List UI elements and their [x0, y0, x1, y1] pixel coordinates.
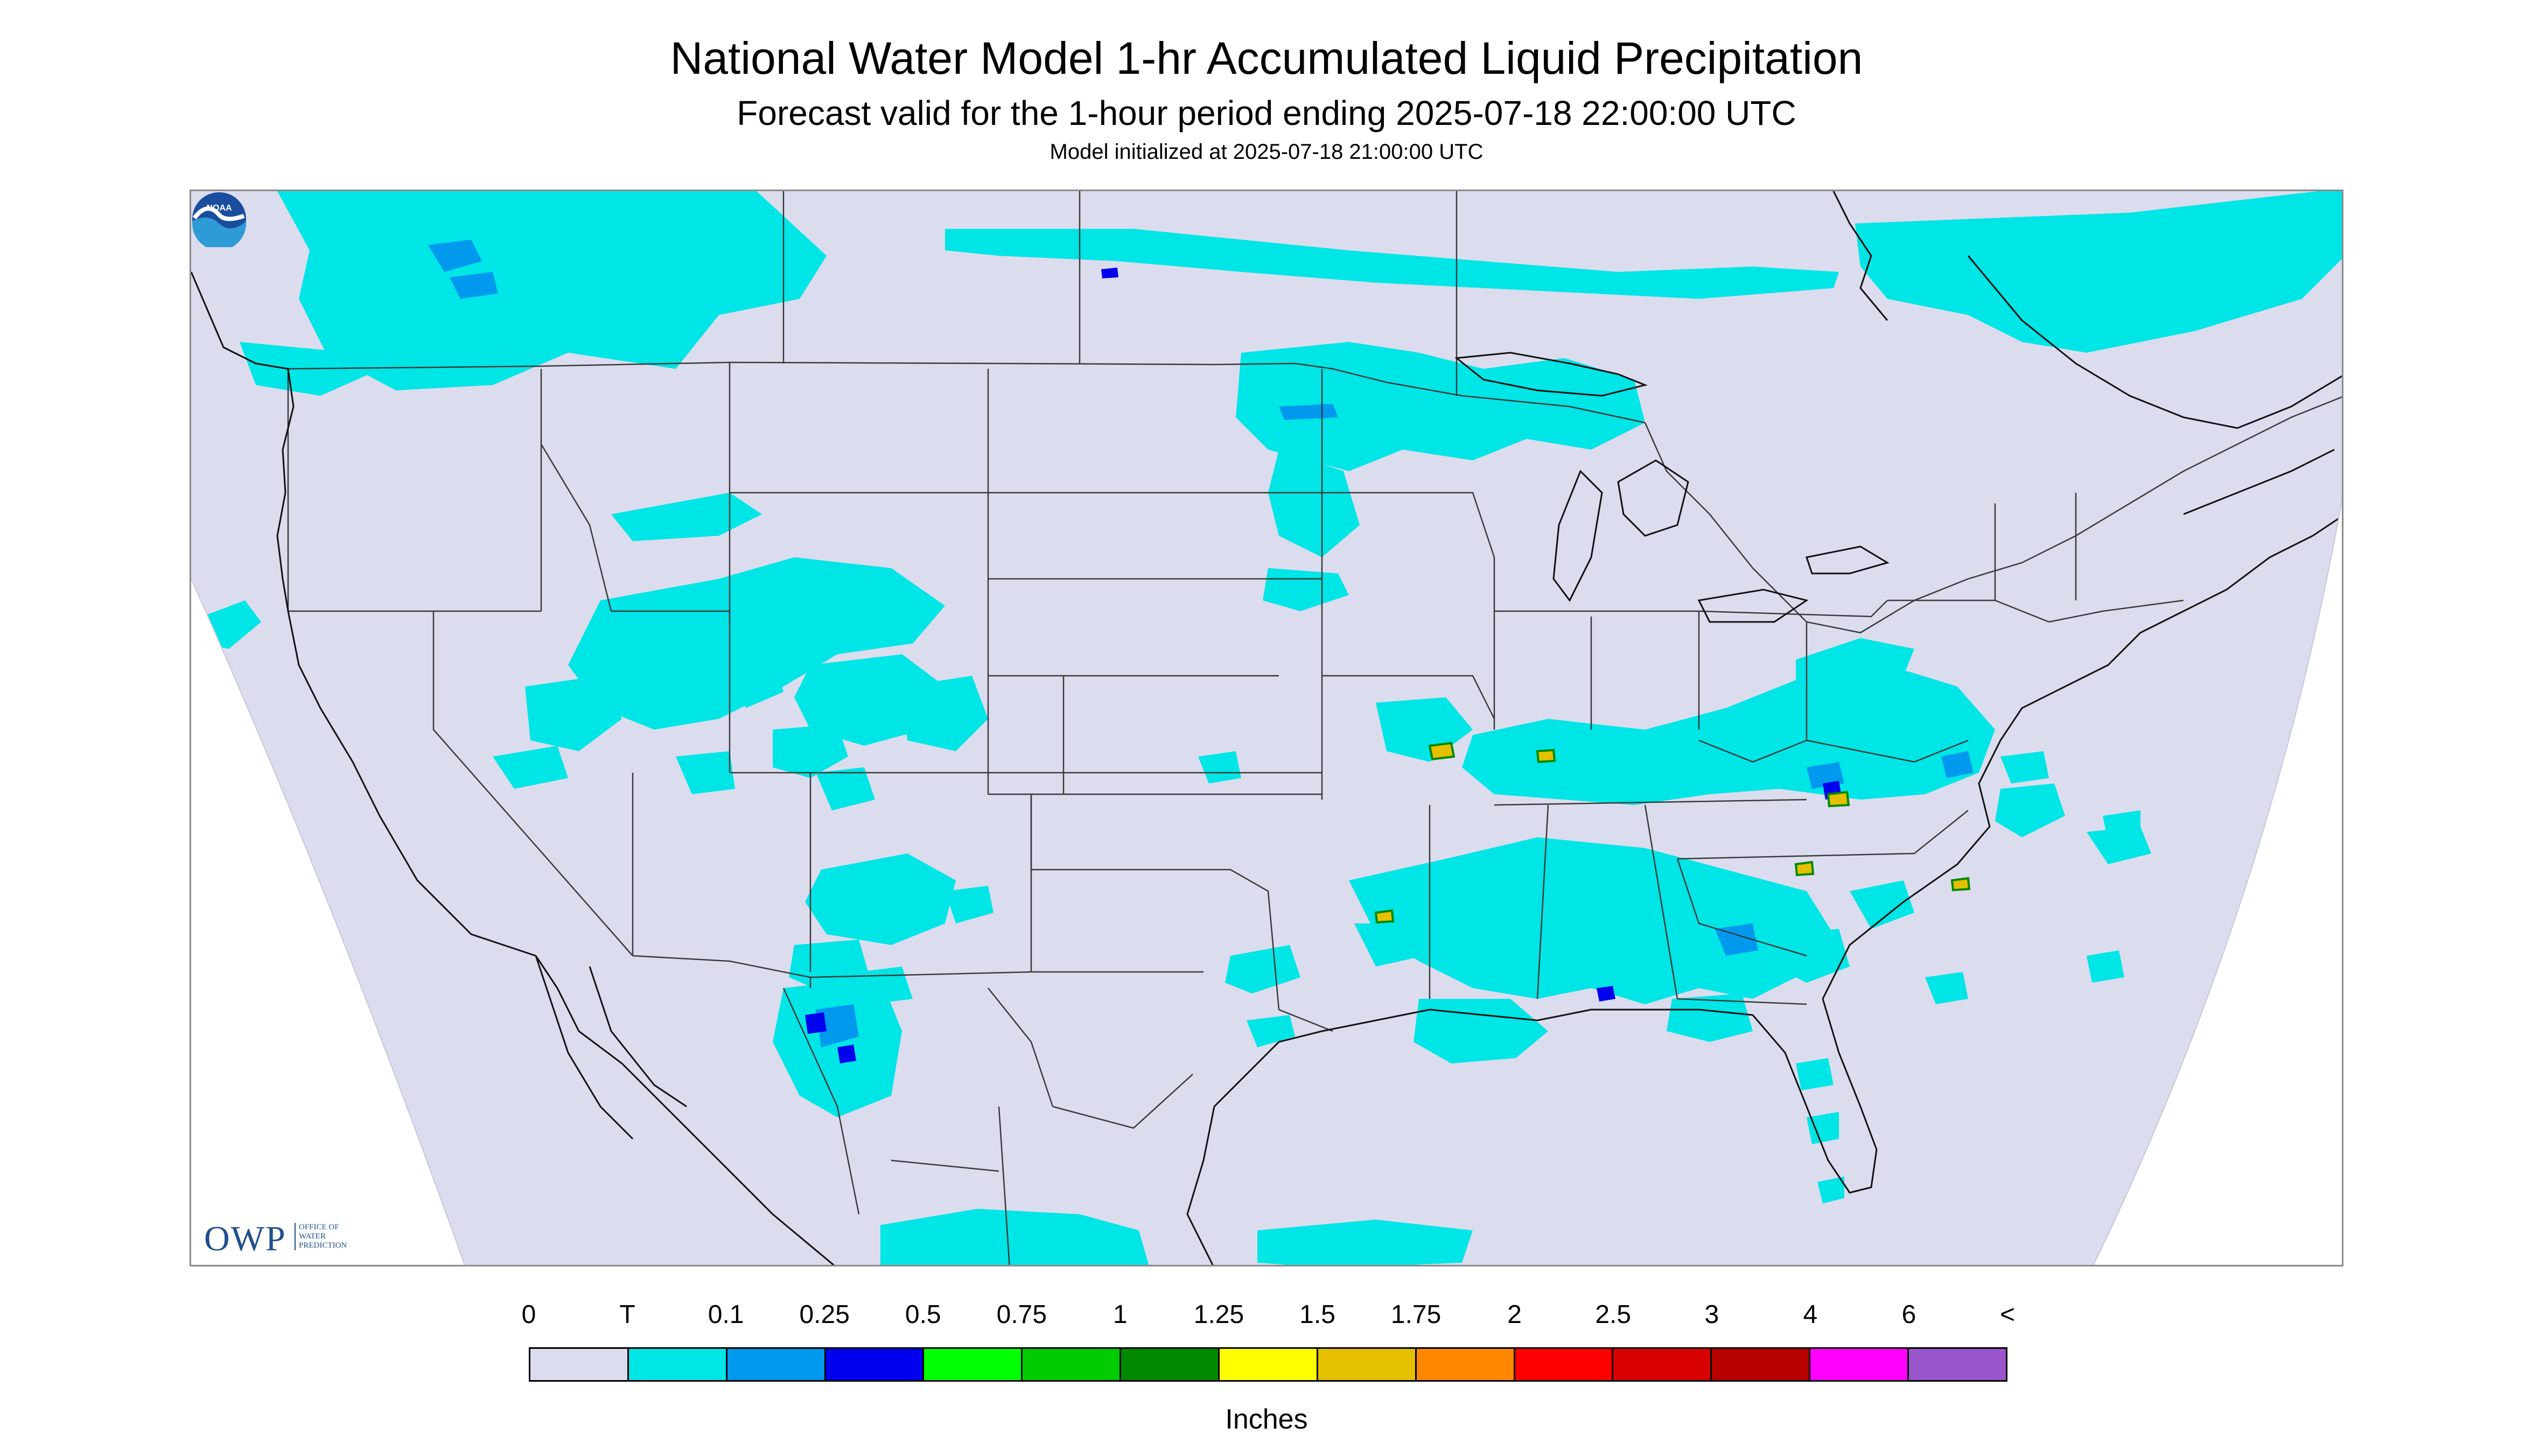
legend-swatch — [1613, 1349, 1712, 1380]
owp-logo-line: PREDICTION — [299, 1241, 347, 1250]
precipitation-map: OWP OFFICE OF WATER PREDICTION NOAA — [190, 190, 2343, 1266]
legend-tick: 2 — [1507, 1300, 1522, 1329]
domain-edge — [191, 497, 2342, 1265]
legend-swatch — [1416, 1349, 1515, 1380]
legend-tick-labels: 0 T 0.1 0.25 0.5 0.75 1 1.25 1.5 1.75 2 2.5 3 4 6 < — [0, 1302, 2533, 1334]
precip-trace-areas — [202, 191, 2342, 1265]
legend-colorbar — [529, 1347, 2007, 1382]
legend-tick: T — [619, 1300, 635, 1329]
owp-logo-line: OFFICE OF — [299, 1223, 339, 1231]
legend-swatch — [727, 1349, 826, 1380]
legend-tick: 0.25 — [799, 1300, 850, 1329]
legend-tick: 0.5 — [905, 1300, 941, 1329]
legend-swatch — [530, 1349, 629, 1380]
legend-swatch — [1909, 1349, 2006, 1380]
owp-logo-subtext: OFFICE OF WATER PREDICTION — [295, 1223, 347, 1250]
legend-swatch — [1220, 1349, 1318, 1380]
legend-swatch — [1121, 1349, 1220, 1380]
legend-swatch — [628, 1349, 727, 1380]
legend-swatch — [1318, 1349, 1417, 1380]
legend-tick: 1 — [1113, 1300, 1128, 1329]
legend-unit-label: Inches — [1225, 1404, 1308, 1435]
model-domain — [191, 191, 2342, 1265]
legend-tick: 3 — [1704, 1300, 1719, 1329]
precip-1.5-areas — [1374, 741, 1971, 924]
legend-tick: 2.5 — [1595, 1300, 1632, 1329]
legend-tick: 0.1 — [708, 1300, 744, 1329]
map-canvas — [191, 191, 2342, 1265]
noaa-logo: NOAA — [192, 192, 246, 247]
legend-tick: 4 — [1803, 1300, 1818, 1329]
legend-swatch — [924, 1349, 1023, 1380]
legend-tick: 0.75 — [996, 1300, 1047, 1329]
owp-logo: OWP OFFICE OF WATER PREDICTION — [204, 1215, 387, 1258]
model-init-time: Model initialized at 2025-07-18 21:00:00… — [1049, 140, 1484, 164]
owp-logo-line: WATER — [299, 1232, 326, 1241]
legend-tick: < — [1999, 1300, 2016, 1329]
legend-swatch — [1515, 1349, 1614, 1380]
legend-tick: 1.5 — [1299, 1300, 1335, 1329]
legend-swatch — [1023, 1349, 1122, 1380]
legend-tick: 0 — [521, 1300, 536, 1329]
legend-tick: 1.75 — [1390, 1300, 1442, 1329]
coastlines — [191, 191, 2342, 1265]
legend-swatch — [825, 1349, 925, 1380]
legend-swatch — [1712, 1349, 1811, 1380]
map-subtitle: Forecast valid for the 1-hour period end… — [737, 94, 1796, 132]
state-boundaries — [287, 191, 2342, 1265]
legend-tick: 6 — [1901, 1300, 1916, 1329]
map-title: National Water Model 1-hr Accumulated Li… — [670, 33, 1863, 83]
legend-tick: 1.25 — [1193, 1300, 1244, 1329]
noaa-logo-text: NOAA — [206, 204, 232, 213]
owp-logo-letters: OWP — [204, 1219, 286, 1258]
legend-swatch — [1810, 1349, 1909, 1380]
